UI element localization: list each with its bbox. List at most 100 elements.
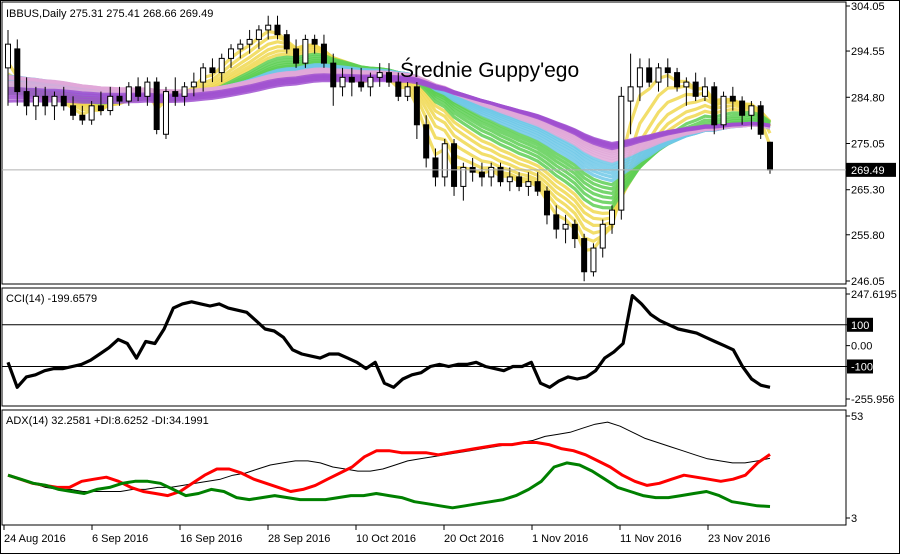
last-price-tag: 269.49 [846,162,896,177]
adx-panel: ADX(14) 32.2581 +DI:8.6252 -DI:34.1991 5… [1,409,863,526]
candle-body [200,67,207,83]
candle-body [395,81,402,97]
x-tick-label: 23 Nov 2016 [708,533,770,545]
candle-body [376,72,383,78]
cci-tick-label: 0.00 [851,341,872,353]
candle-body [5,43,11,69]
chart-title: Średnie Guppy'ego [400,58,579,82]
candle-body [209,67,216,74]
x-axis: 24 Aug 2016 6 Sep 2016 16 Sep 2016 28 Sep 2… [3,525,770,545]
candle-body [70,105,77,116]
candle-body [739,100,746,116]
candle-body [562,223,569,230]
adx-plot-area [1,409,847,526]
adx-series-di-line [7,441,771,498]
last-price-label: 269.49 [851,165,885,177]
candle-body [488,166,495,178]
x-tick-label: 10 Oct 2016 [356,533,416,545]
cci-panel: CCI(14) -199.6579 247.6195 100 0.00 -100 -25… [1,287,897,407]
candle-body [534,181,541,192]
candle-body [144,81,151,97]
price-tick-label: 304.05 [851,1,885,13]
candle-body [181,86,188,97]
cci-tick-label: -100 [851,361,873,373]
candle-body [107,95,114,112]
candle-body [228,48,235,59]
candle-body [302,38,309,64]
candle-body [162,91,169,135]
candle-body [265,24,272,31]
candle-body [757,105,764,135]
adx-series-di-line [7,461,771,510]
x-tick-label: 24 Aug 2016 [4,533,66,545]
cci-levels [2,324,846,367]
candle-body [655,67,662,83]
candle-body [478,171,485,178]
x-tick-label: 11 Nov 2016 [620,533,682,545]
candle-body [135,86,142,97]
candle-body [311,38,318,45]
candle-body [293,48,300,64]
candle-body [153,81,160,131]
cci-line [6,294,771,389]
candle-body [590,247,597,273]
cci-tick-label: 247.6195 [851,289,897,301]
x-tick-label: 28 Sep 2016 [268,533,330,545]
price-tick-label: 284.80 [851,92,885,104]
candle-body [692,81,699,97]
candle-body [358,81,365,88]
candle-body [283,34,290,50]
candle-body [674,72,681,88]
candle-body [79,114,86,121]
cci-level-tag [847,317,873,332]
candle-body [237,43,244,50]
candle-body [218,57,225,74]
candle-body [432,157,439,178]
candle-body [767,141,773,171]
x-tick-label: 20 Oct 2016 [444,533,504,545]
cci-tick-label: 100 [851,320,869,332]
candle-body [367,76,374,88]
candle-body [441,143,448,178]
candle-body [543,190,550,216]
candle-body [274,24,281,36]
cci-header: CCI(14) -199.6579 [6,293,97,305]
candle-body [116,95,123,102]
candle-body [683,81,690,88]
candle-body [246,38,253,45]
candle-body [720,95,727,126]
price-tick-label: 294.55 [851,46,885,58]
adx-axis: 53 3 [846,411,863,525]
candle-body [386,72,392,83]
candle-body [525,181,532,187]
candle-body [14,48,21,93]
adx-tick-label: 3 [851,513,857,525]
candle-body [60,95,67,107]
cci-tick-label: -255.956 [851,394,894,406]
candle-body [571,223,578,240]
candle-body [460,166,467,187]
candle-body [339,76,346,88]
adx-header: ADX(14) 32.2581 +DI:8.6252 -DI:34.1991 [6,415,209,427]
cci-level-tag [847,359,873,374]
cci-axis: 247.6195 100 0.00 -100 -255.956 [846,289,897,406]
candle-body [609,209,616,225]
candle-body [255,29,262,40]
candle-body [88,105,95,121]
candles [5,15,773,282]
candle-body [701,86,708,97]
candle-body [190,81,197,88]
candle-body [23,91,30,107]
candle-body [97,105,104,112]
candle-body [516,176,523,187]
candle-body [51,95,58,107]
candle-body [729,95,736,102]
candle-body [506,176,513,183]
candle-body [404,86,411,97]
candle-body [553,214,560,230]
candle-body [42,95,49,107]
candle-body [32,95,39,107]
x-tick-label: 6 Sep 2016 [92,533,148,545]
